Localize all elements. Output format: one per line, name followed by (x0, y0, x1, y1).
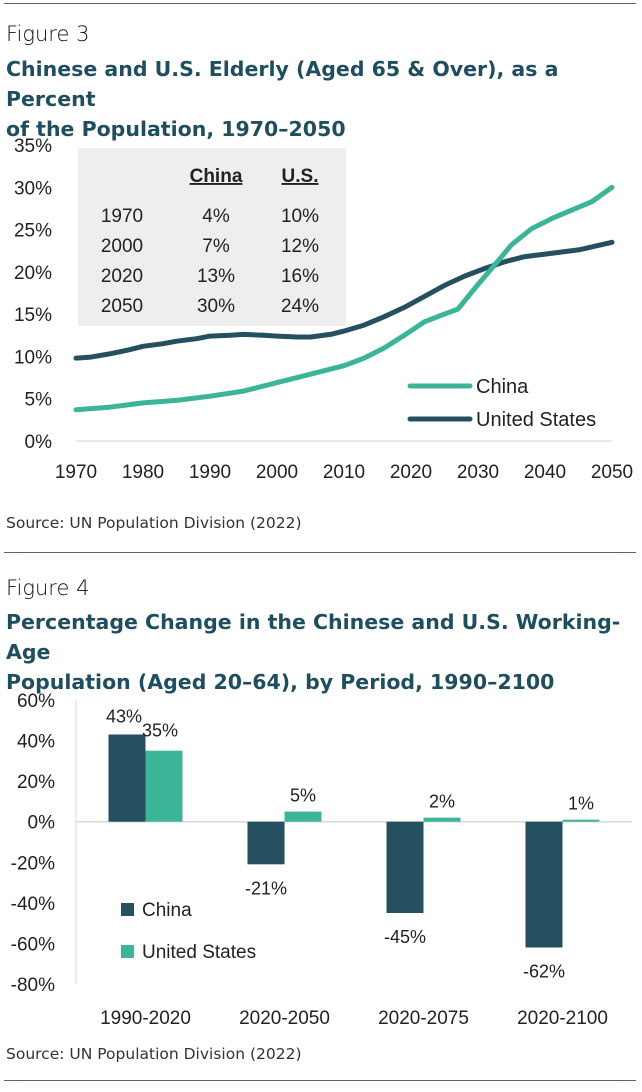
y-tick-label: 15% (14, 305, 52, 326)
y-tick-label: 25% (14, 221, 52, 242)
x-tick-label: 1990 (189, 462, 231, 483)
x-category-label: 2020-2050 (239, 1008, 330, 1029)
y-tick-label: 35% (14, 136, 52, 157)
y-tick-label: 0% (25, 432, 53, 453)
inset-table-cell: 24% (281, 296, 319, 317)
data-label: 43% (106, 706, 142, 726)
y-tick-label: 5% (25, 390, 53, 411)
y-tick-label: 0% (28, 813, 56, 834)
figure4-bar-chart: -80% -60% -40% -20% 0% 20% 40% 60% 43%35% 1990-20… (0, 680, 642, 1040)
bar-united-states (146, 751, 183, 822)
bar-china (248, 822, 285, 865)
bar-united-states (424, 818, 461, 822)
bottom-rule (4, 1080, 636, 1081)
y-tick-label: -80% (11, 975, 55, 996)
figure4-source: Source: UN Population Division (2022) (6, 1045, 302, 1063)
figure3-label: Figure 3 (6, 22, 89, 46)
bar-china (109, 734, 146, 821)
data-label: -62% (523, 961, 565, 981)
y-tick-label: -60% (11, 934, 55, 955)
y-tick-label: 60% (17, 691, 55, 712)
y-tick-label: 20% (17, 772, 55, 793)
inset-table-header: China (190, 166, 243, 187)
legend-swatch (121, 903, 134, 916)
y-tick-label: 20% (14, 263, 52, 284)
inset-table-cell: 2000 (101, 236, 143, 257)
y-tick-label: 30% (14, 178, 52, 199)
data-label: 5% (290, 786, 316, 806)
inset-table-cell: 2050 (101, 296, 143, 317)
data-label: 35% (142, 721, 178, 741)
x-tick-label: 1970 (55, 462, 97, 483)
y-tick-label: -40% (11, 894, 55, 915)
x-tick-label: 2040 (524, 462, 566, 483)
x-tick-label: 2020 (390, 462, 432, 483)
bar-united-states (285, 812, 322, 822)
data-label: 1% (568, 794, 594, 814)
top-rule (4, 3, 636, 4)
inset-table-cell: 10% (281, 206, 319, 227)
legend-swatch (121, 945, 134, 958)
inset-table-header: U.S. (282, 166, 319, 187)
bar-china (526, 822, 563, 948)
y-tick-label: 10% (14, 347, 52, 368)
figure3-line-chart: 0% 5% 10% 15% 20% 25% 30% 35% 1970 1980 1990 2000 20… (0, 130, 642, 495)
y-tick-label: -20% (11, 853, 55, 874)
figure4-label: Figure 4 (6, 576, 89, 600)
x-category-label: 1990-2020 (100, 1008, 191, 1029)
inset-table-cell: 30% (197, 296, 235, 317)
x-tick-label: 1980 (122, 462, 164, 483)
legend-label: China (142, 900, 192, 921)
y-tick-label: 40% (17, 732, 55, 753)
x-tick-label: 2030 (457, 462, 499, 483)
inset-table-cell: 13% (197, 266, 235, 287)
inset-table-cell: 2020 (101, 266, 143, 287)
legend-label: United States (142, 942, 256, 963)
inset-table-cell: 1970 (101, 206, 143, 227)
x-category-label: 2020-2075 (378, 1008, 469, 1029)
figure3-source: Source: UN Population Division (2022) (6, 514, 302, 532)
x-tick-label: 2010 (323, 462, 365, 483)
x-tick-label: 2050 (591, 462, 633, 483)
inset-table-cell: 16% (281, 266, 319, 287)
bar-united-states (563, 820, 600, 822)
data-label: 2% (429, 792, 455, 812)
inset-table-cell: 7% (202, 236, 230, 257)
inset-table-cell: 12% (281, 236, 319, 257)
x-category-label: 2020-2100 (517, 1008, 608, 1029)
legend-label: China (476, 376, 529, 398)
middle-rule (4, 552, 636, 553)
bar-china (387, 822, 424, 913)
legend-label: United States (476, 409, 596, 431)
figure4-title-line1: Percentage Change in the Chinese and U.S… (6, 607, 634, 667)
x-tick-label: 2000 (256, 462, 298, 483)
data-label: -21% (245, 878, 287, 898)
figure3-title-line1: Chinese and U.S. Elderly (Aged 65 & Over… (6, 54, 634, 114)
inset-table-cell: 4% (202, 206, 230, 227)
data-label: -45% (384, 927, 426, 947)
